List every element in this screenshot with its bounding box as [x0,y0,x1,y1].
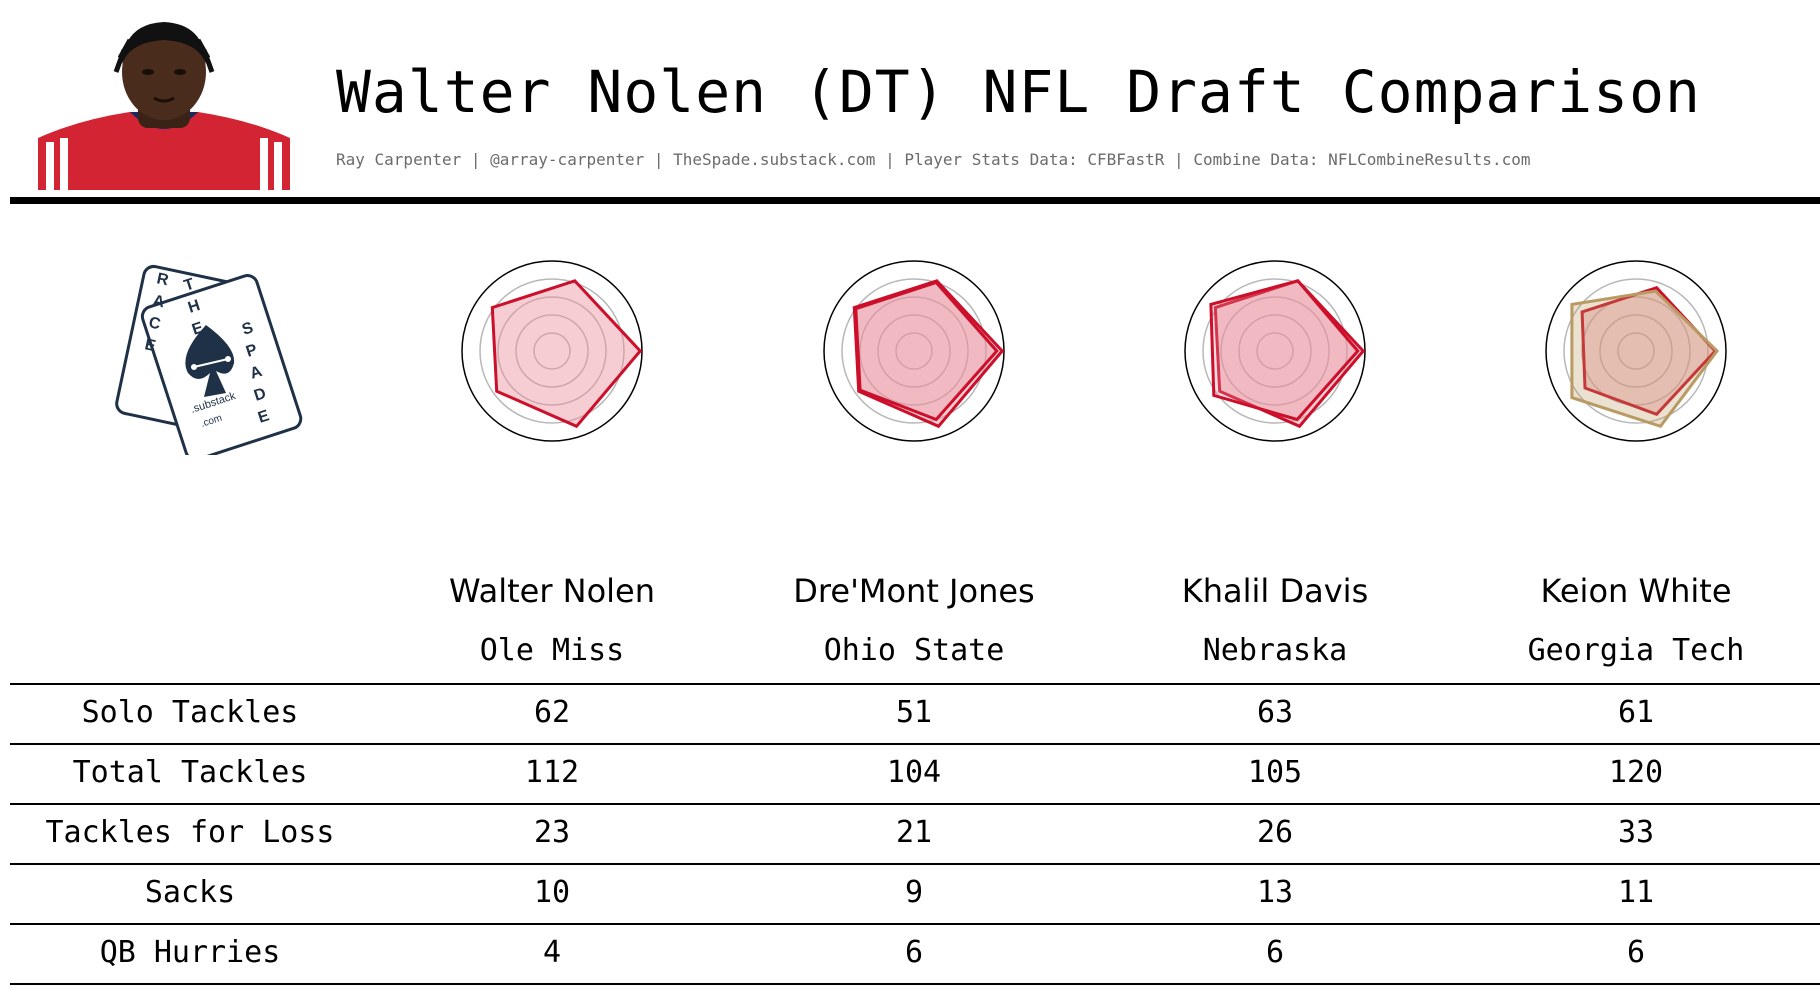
player-headshot [38,20,290,190]
stat-row: Solo Tackles 62 51 63 61 [10,683,1820,743]
radar-grid-ring [1617,332,1655,370]
stat-value: 33 [1617,815,1655,850]
svg-text:R: R [155,270,170,289]
radar-grid-ring [877,314,951,388]
stat-value: 63 [1256,695,1294,730]
radar-grid-ring [1202,278,1348,424]
stat-label: QB Hurries [99,935,281,970]
player-school: Nebraska [1202,633,1348,668]
svg-text:A: A [248,363,265,383]
stat-label: Tackles for Loss [45,815,335,850]
radar-grid-ring [1581,296,1691,406]
radar-series-comp [1209,279,1360,422]
radar-outer-ring [1545,260,1727,442]
player-name: Keion White [1540,572,1732,610]
stat-value: 6 [1265,935,1285,970]
svg-text:H: H [186,297,202,317]
radar-series-comp [854,280,999,422]
stat-row: Sacks 10 9 13 11 [10,863,1820,923]
radar-chart [1545,260,1727,442]
stat-value: 6 [904,935,924,970]
radar-grid-ring [859,296,969,406]
radar-grid-ring [1256,332,1294,370]
player-school: Georgia Tech [1527,633,1745,668]
radar-charts [461,260,1727,442]
stat-value: 4 [542,935,562,970]
radar-grid-ring [895,332,933,370]
stats-table: Solo Tackles 62 51 63 61 Total Tackles 112 104 1… [10,683,1820,985]
stat-label: Solo Tackles [81,695,299,730]
player-name: Khalil Davis [1181,572,1369,610]
stat-value: 51 [895,695,933,730]
radar-series-comp [1570,289,1719,429]
stat-value: 21 [895,815,933,850]
the-spade-logo: R A C E T H E S P A D E .substack .com [108,255,308,462]
radar-chart [823,260,1005,442]
stat-value: 6 [1626,935,1646,970]
radar-chart [1184,260,1366,442]
radar-grid-ring [1220,296,1330,406]
stat-value: 26 [1256,815,1294,850]
stat-value: 11 [1617,875,1655,910]
stat-value: 10 [533,875,571,910]
svg-text:D: D [252,385,268,405]
stat-value: 9 [904,875,924,910]
svg-text:E: E [143,336,157,355]
radar-chart [461,260,643,442]
stat-row: Total Tackles 112 104 105 120 [10,743,1820,803]
stat-value: 61 [1617,695,1655,730]
radar-grid-ring [1563,278,1709,424]
player-school: Ole Miss [479,633,625,668]
page-subtitle: Ray Carpenter | @array-carpenter | TheSp… [336,150,1531,169]
radar-grid-ring [1238,314,1312,388]
radar-series-base [490,279,643,429]
radar-series-base [1580,285,1718,417]
stat-label: Total Tackles [72,755,308,790]
stat-value: 23 [533,815,571,850]
page-title: Walter Nolen (DT) NFL Draft Comparison [336,58,1701,126]
player-school: Ohio State [823,633,1005,668]
player-name: Walter Nolen [448,572,656,610]
stat-value: 104 [886,755,942,790]
radar-grid-ring [1599,314,1673,388]
player-name: Dre'Mont Jones [793,572,1035,610]
stat-value: 13 [1256,875,1294,910]
radar-grid-ring [479,278,625,424]
radar-grid-ring [515,314,589,388]
stat-value: 105 [1247,755,1303,790]
stat-value: 120 [1608,755,1664,790]
header-divider [10,197,1820,204]
stat-value: 62 [533,695,571,730]
stat-label: Sacks [144,875,236,910]
radar-grid-ring [497,296,607,406]
svg-text:A: A [151,292,166,311]
stat-row: Tackles for Loss 23 21 26 33 [10,803,1820,863]
stat-row: QB Hurries 4 6 6 6 [10,923,1820,985]
stat-value: 112 [524,755,580,790]
radar-grid-ring [841,278,987,424]
radar-grid-ring [533,332,571,370]
svg-text:C: C [147,314,162,333]
